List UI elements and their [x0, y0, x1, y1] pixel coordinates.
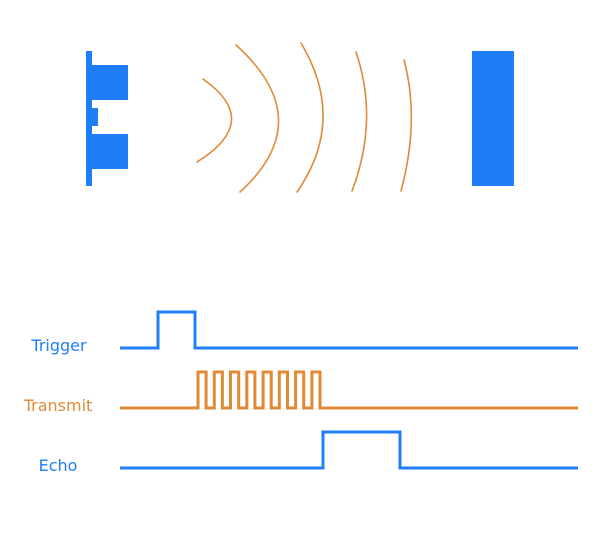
sensor-transducer-top: [92, 65, 128, 100]
sound-wave-arc-5: [400, 59, 413, 192]
signal-label-echo: Echo: [39, 456, 78, 475]
trigger-signal-trace: [120, 310, 578, 350]
sensor-transducer-bottom: [92, 134, 128, 169]
echo-signal-trace: [120, 430, 578, 470]
sound-wave-arc-3: [296, 42, 324, 193]
signal-label-trigger: Trigger: [30, 336, 87, 355]
sensor-board: [86, 51, 92, 186]
sound-wave-arc-2: [235, 44, 280, 193]
sound-wave-arcs: [196, 42, 413, 193]
sensor-crystal: [92, 108, 98, 126]
signal-label-transmit: Transmit: [23, 396, 93, 415]
ultrasonic-sensor-icon: [86, 51, 128, 186]
sound-wave-arc-4: [351, 51, 368, 192]
target-obstacle-block: [472, 51, 514, 186]
transmit-signal-trace: [120, 370, 578, 410]
sound-wave-arc-1: [196, 78, 233, 163]
